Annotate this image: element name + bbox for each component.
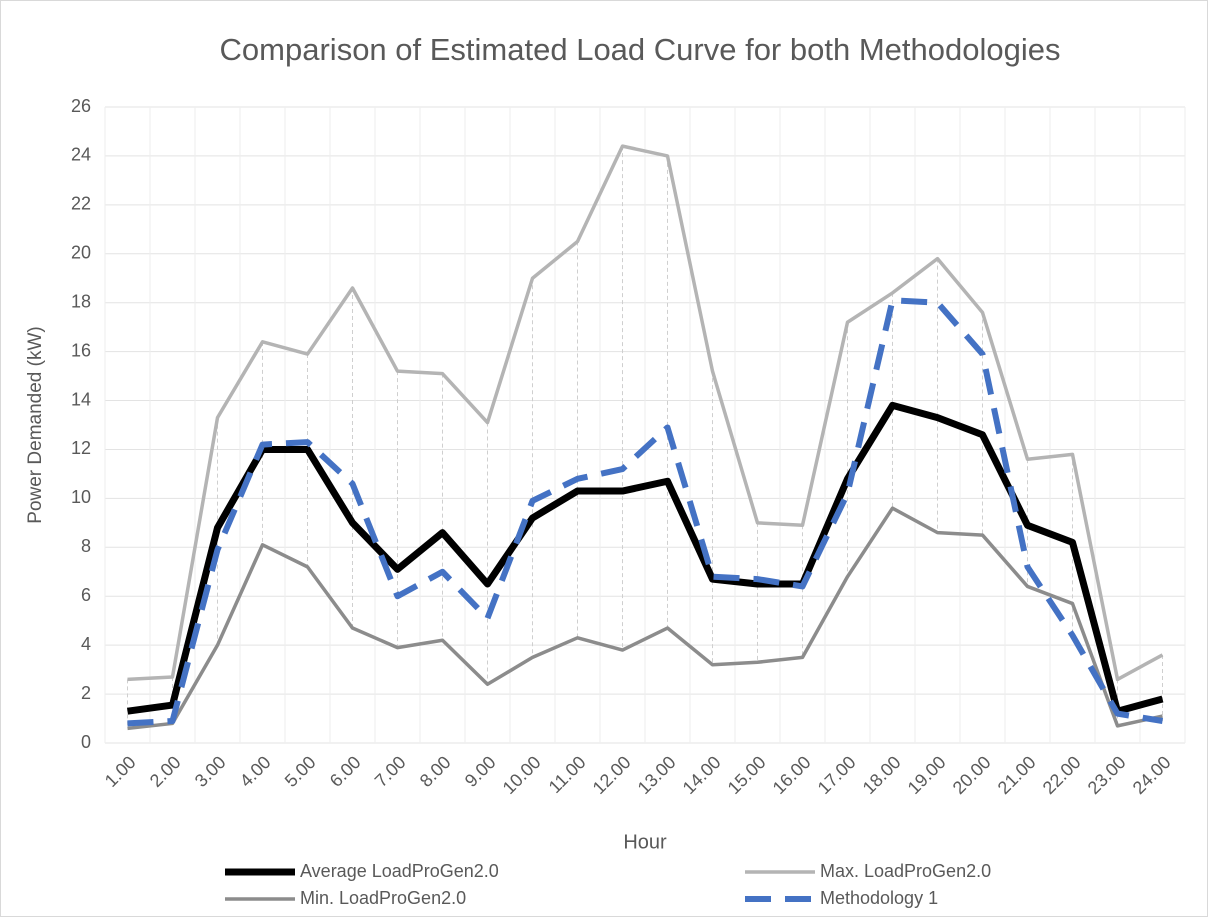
chart-title: Comparison of Estimated Load Curve for b… <box>220 32 1061 67</box>
y-tick-label: 20 <box>71 243 91 263</box>
y-tick-label: 18 <box>71 291 91 311</box>
series-line <box>127 506 1163 731</box>
y-tick-label: 0 <box>81 732 91 752</box>
legend-label: Average LoadProGen2.0 <box>300 861 499 881</box>
y-tick-label: 8 <box>81 536 91 556</box>
x-axis-label: Hour <box>623 831 667 853</box>
y-axis-label: Power Demanded (kW) <box>25 326 46 523</box>
y-tick-label: 24 <box>71 145 91 165</box>
series-line <box>127 144 1164 682</box>
series-line <box>127 297 1163 727</box>
y-tick-label: 10 <box>71 487 91 507</box>
y-tick-label: 16 <box>71 340 91 360</box>
y-tick-label: 2 <box>81 683 91 703</box>
y-tick-label: 22 <box>71 194 91 214</box>
legend-label: Max. LoadProGen2.0 <box>820 861 991 881</box>
y-tick-label: 6 <box>81 585 91 605</box>
y-tick-label: 12 <box>71 438 91 458</box>
legend-label: Min. LoadProGen2.0 <box>300 888 466 908</box>
y-tick-label: 4 <box>81 634 91 654</box>
series-line <box>127 401 1164 715</box>
legend-label: Methodology 1 <box>820 888 938 908</box>
y-tick-label: 26 <box>71 96 91 116</box>
y-tick-label: 14 <box>71 389 91 409</box>
